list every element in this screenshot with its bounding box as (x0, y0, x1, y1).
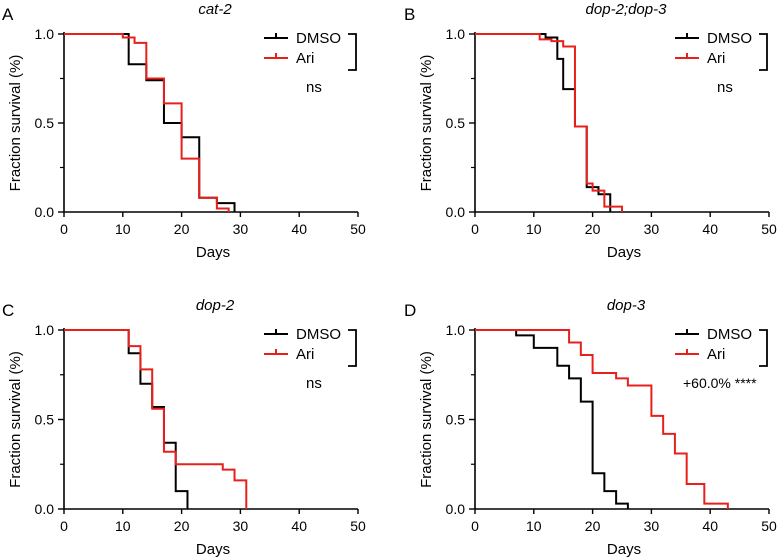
series-line-ari (475, 329, 729, 509)
significance-bracket (348, 33, 357, 71)
y-tick-label: 0.0 (446, 501, 466, 517)
series-line-dmso (64, 33, 236, 212)
series-line-dmso (475, 33, 612, 212)
x-tick-label: 40 (702, 221, 718, 237)
y-tick-label: 0.5 (35, 115, 55, 131)
panel-label: D (404, 301, 416, 320)
x-tick-label: 30 (233, 221, 249, 237)
legend-label-dmso: DMSO (296, 326, 341, 343)
series-line-ari (64, 329, 248, 509)
y-tick-label: 1.0 (35, 26, 55, 42)
chart-title: cat-2 (198, 1, 232, 18)
x-tick-label: 20 (174, 221, 190, 237)
x-tick-label: 50 (350, 221, 366, 237)
y-tick-label: 0.5 (446, 115, 466, 131)
y-tick-label: 0.5 (35, 412, 55, 428)
y-axis-label: Fraction survival (%) (418, 351, 435, 488)
x-tick-label: 50 (350, 518, 366, 534)
panel-label: B (404, 5, 415, 24)
x-axis-label: Days (607, 244, 641, 261)
series-line-ari (475, 33, 623, 212)
legend-label-ari: Ari (296, 346, 314, 363)
y-axis-label: Fraction survival (%) (7, 351, 24, 488)
y-tick-label: 0.0 (446, 204, 466, 220)
y-tick-label: 0.0 (35, 501, 55, 517)
y-tick-label: 1.0 (35, 322, 55, 338)
significance-annotation: ns (306, 79, 322, 96)
series-line-dmso (475, 329, 629, 509)
x-tick-label: 10 (115, 221, 131, 237)
x-tick-label: 20 (174, 518, 190, 534)
significance-bracket (759, 33, 768, 71)
chart-title: dop-3 (607, 297, 646, 314)
x-tick-label: 0 (60, 221, 68, 237)
x-tick-label: 20 (585, 518, 601, 534)
x-tick-label: 30 (644, 221, 660, 237)
y-tick-label: 1.0 (446, 26, 466, 42)
y-tick-label: 0.0 (35, 204, 55, 220)
x-tick-label: 50 (761, 221, 777, 237)
series-line-ari (64, 33, 230, 212)
x-tick-label: 10 (115, 518, 131, 534)
significance-bracket (759, 329, 768, 367)
x-tick-label: 0 (471, 518, 479, 534)
x-tick-label: 10 (526, 221, 542, 237)
series-line-dmso (64, 329, 189, 509)
y-tick-label: 0.5 (446, 412, 466, 428)
legend-label-dmso: DMSO (296, 30, 341, 47)
x-tick-label: 20 (585, 221, 601, 237)
x-tick-label: 0 (60, 518, 68, 534)
y-axis-label: Fraction survival (%) (7, 55, 24, 192)
x-tick-label: 40 (291, 518, 307, 534)
significance-annotation: ns (306, 375, 322, 392)
x-tick-label: 30 (233, 518, 249, 534)
x-tick-label: 50 (761, 518, 777, 534)
significance-annotation: +60.0% **** (683, 375, 757, 391)
legend-label-dmso: DMSO (707, 326, 752, 343)
significance-annotation: ns (717, 79, 733, 96)
panel-label: C (2, 301, 14, 320)
x-tick-label: 40 (291, 221, 307, 237)
x-axis-label: Days (196, 541, 230, 558)
y-tick-label: 1.0 (446, 322, 466, 338)
legend-label-dmso: DMSO (707, 30, 752, 47)
chart-title: dop-2 (196, 297, 235, 314)
x-tick-label: 10 (526, 518, 542, 534)
legend-label-ari: Ari (707, 346, 725, 363)
panel-label: A (2, 5, 14, 24)
legend-label-ari: Ari (296, 50, 314, 67)
x-tick-label: 40 (702, 518, 718, 534)
legend-label-ari: Ari (707, 50, 725, 67)
x-axis-label: Days (196, 244, 230, 261)
x-axis-label: Days (607, 541, 641, 558)
x-tick-label: 30 (644, 518, 660, 534)
x-tick-label: 0 (471, 221, 479, 237)
y-axis-label: Fraction survival (%) (418, 55, 435, 192)
significance-bracket (348, 329, 357, 367)
chart-title: dop-2;dop-3 (586, 1, 668, 18)
